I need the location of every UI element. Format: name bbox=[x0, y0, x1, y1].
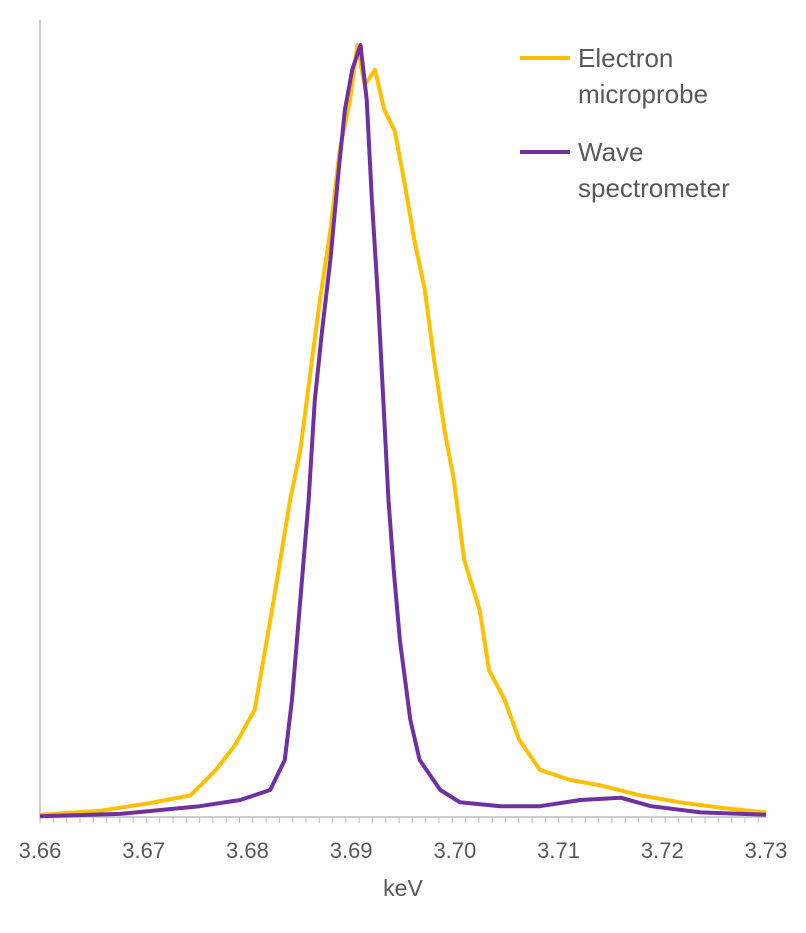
series-lines bbox=[39, 43, 767, 819]
legend-label-electron-microprobe-line2: microprobe bbox=[578, 79, 708, 109]
series-line-wave-spectrometer bbox=[39, 43, 767, 819]
x-tick-label: 3.68 bbox=[226, 838, 269, 863]
legend: Electron microprobe Wave spectrometer bbox=[520, 43, 730, 203]
x-tick-label: 3.67 bbox=[122, 838, 165, 863]
x-axis-tick-labels: 3.66 3.67 3.68 3.69 3.70 3.71 3.72 3.73 bbox=[19, 838, 788, 863]
x-tick-label: 3.66 bbox=[19, 838, 62, 863]
x-axis-title: keV bbox=[383, 875, 423, 901]
legend-label-wave-spectrometer-line2: spectrometer bbox=[578, 173, 730, 203]
x-tick-label: 3.71 bbox=[537, 838, 580, 863]
series-line-electron-microprobe bbox=[39, 43, 767, 817]
x-tick-label: 3.73 bbox=[745, 838, 788, 863]
legend-label-electron-microprobe-line1: Electron bbox=[578, 43, 673, 73]
x-axis-minor-ticks bbox=[39, 817, 759, 823]
x-tick-label: 3.70 bbox=[433, 838, 476, 863]
x-tick-label: 3.69 bbox=[330, 838, 373, 863]
legend-label-wave-spectrometer-line1: Wave bbox=[578, 137, 644, 167]
x-tick-label: 3.72 bbox=[641, 838, 684, 863]
